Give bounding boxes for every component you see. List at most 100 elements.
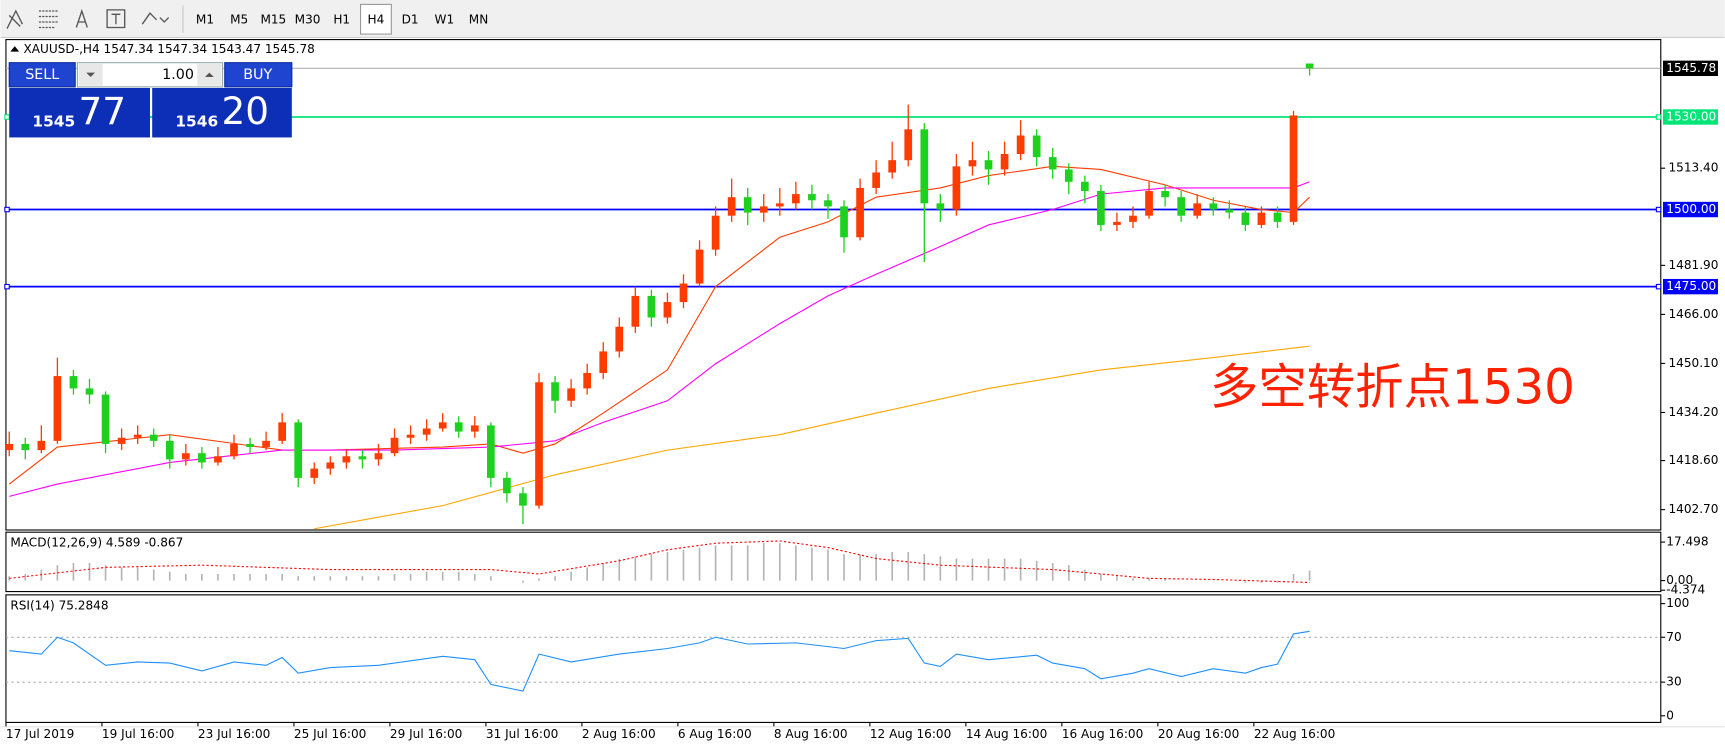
y-tick-label: 1418.60	[1668, 453, 1718, 467]
candle-body	[37, 440, 46, 451]
macd-y-tick-label: 17.498	[1666, 535, 1708, 549]
candle-body	[711, 215, 720, 250]
level-handle	[1655, 114, 1662, 120]
candle-body	[1113, 221, 1121, 225]
timeframe-button[interactable]: M1	[196, 12, 214, 26]
level-label: 1500.00	[1666, 202, 1716, 216]
buy-price-box[interactable]	[152, 87, 292, 138]
header-arrow[interactable]	[10, 46, 20, 52]
candle-body	[278, 422, 287, 441]
x-tick-label: 23 Jul 16:00	[198, 727, 270, 741]
timeframe-button[interactable]: W1	[435, 12, 455, 26]
candle-body	[599, 351, 608, 373]
candle-body	[1177, 197, 1186, 216]
y-tick-label: 1513.40	[1668, 161, 1718, 175]
candle-body	[1161, 191, 1169, 198]
candle-body	[358, 456, 367, 460]
candle-body	[984, 160, 993, 170]
level-label-bg	[1662, 109, 1718, 125]
chart-header: XAUUSD-,H4 1547.34 1547.34 1543.47 1545.…	[24, 42, 315, 56]
candle-body	[920, 129, 929, 204]
macd-y-tick-label: -4.374	[1666, 583, 1705, 597]
x-tick-label: 12 Aug 16:00	[870, 727, 951, 741]
timeframe-button[interactable]: D1	[402, 12, 419, 26]
candle-body	[181, 453, 190, 460]
timeframe-button[interactable]: M30	[295, 12, 321, 26]
timeframe-button[interactable]: H4	[368, 12, 385, 26]
timeframe-button[interactable]: M15	[260, 12, 286, 26]
rsi-panel	[5, 594, 1662, 723]
axes: 1513.40 1481.90 1466.00 1450.10 1434.20 1418.…	[4, 60, 1718, 741]
candle-body	[1080, 181, 1089, 192]
x-tick-label: 31 Jul 16:00	[486, 727, 558, 741]
candle-body	[230, 443, 238, 457]
level-label: 1530.00	[1666, 110, 1716, 124]
rsi-y-tick-label: 100	[1666, 596, 1689, 610]
candle-body	[422, 428, 431, 435]
candle-body	[21, 443, 30, 451]
candle-body	[85, 388, 94, 395]
tool-icon[interactable]	[6, 9, 24, 29]
tool-icon[interactable]	[75, 8, 88, 28]
candle-body	[342, 456, 351, 463]
candle-body	[390, 437, 399, 454]
macd-label: MACD(12,26,9) 4.589 -0.867	[10, 536, 183, 550]
x-tick-label: 8 Aug 16:00	[774, 727, 848, 741]
timeframe-group: M1 M5 M15 M30 H1 H4 D1 W1 MN	[196, 3, 488, 35]
x-tick-label: 20 Aug 16:00	[1158, 727, 1239, 741]
candle-body	[679, 283, 688, 303]
timeframe-button[interactable]: MN	[469, 12, 488, 26]
tool-icon[interactable]	[141, 12, 170, 25]
candle-body	[759, 206, 768, 213]
sell-price-box[interactable]	[9, 87, 150, 138]
toolbar-icons	[6, 8, 170, 29]
moving-average	[314, 345, 1310, 530]
x-tick-label: 6 Aug 16:00	[678, 727, 752, 741]
candle-body	[775, 203, 784, 207]
candle-body	[294, 422, 303, 478]
price-plot	[5, 63, 1661, 530]
one-click-trading: SELL 1.00 BUY 1545 77 1546 20	[8, 62, 293, 138]
candle-body	[1032, 135, 1041, 158]
macd-signal	[9, 540, 1310, 584]
x-tick-label: 17 Jul 2019	[6, 727, 74, 741]
lot-down-arrow	[86, 72, 96, 77]
candle-body	[101, 394, 110, 444]
candle-body	[1145, 191, 1153, 216]
sell-price-big: 1545	[32, 113, 75, 131]
lot-value: 1.00	[162, 67, 194, 83]
candle-body	[567, 388, 575, 401]
y-tick-label: 1434.20	[1668, 405, 1718, 419]
toolbar	[0, 0, 1725, 38]
x-tick-label: 2 Aug 16:00	[582, 727, 656, 741]
timeframe-selected	[360, 3, 392, 35]
candle-body	[824, 200, 832, 207]
sell-button[interactable]	[8, 62, 76, 88]
candle-body	[1289, 115, 1298, 222]
candle-body	[214, 456, 222, 463]
level-handle	[4, 283, 10, 290]
timeframe-button[interactable]: M5	[230, 12, 248, 26]
candle-body	[583, 372, 592, 389]
candle-body	[1257, 212, 1266, 225]
buy-label: BUY	[243, 67, 272, 83]
buy-button[interactable]	[224, 62, 293, 88]
candle-body	[5, 443, 14, 451]
buy-price-big: 1546	[175, 113, 218, 131]
candle-body	[695, 249, 704, 284]
candle-body	[165, 440, 174, 460]
annotation: 多空转折点1530	[1210, 359, 1575, 415]
x-tick-label: 25 Jul 16:00	[294, 727, 366, 741]
candle-body	[936, 203, 945, 210]
y-tick-label: 1450.10	[1668, 356, 1718, 370]
candle-body	[503, 477, 511, 494]
timeframe-button[interactable]: H1	[333, 12, 350, 26]
tool-icon[interactable]	[106, 9, 126, 29]
level-handle	[4, 206, 10, 213]
candle-body	[1000, 154, 1009, 170]
candle-body	[117, 437, 126, 444]
candle-body	[792, 194, 800, 204]
y-tick-label: 1481.90	[1668, 258, 1718, 272]
candle-body	[743, 197, 752, 213]
